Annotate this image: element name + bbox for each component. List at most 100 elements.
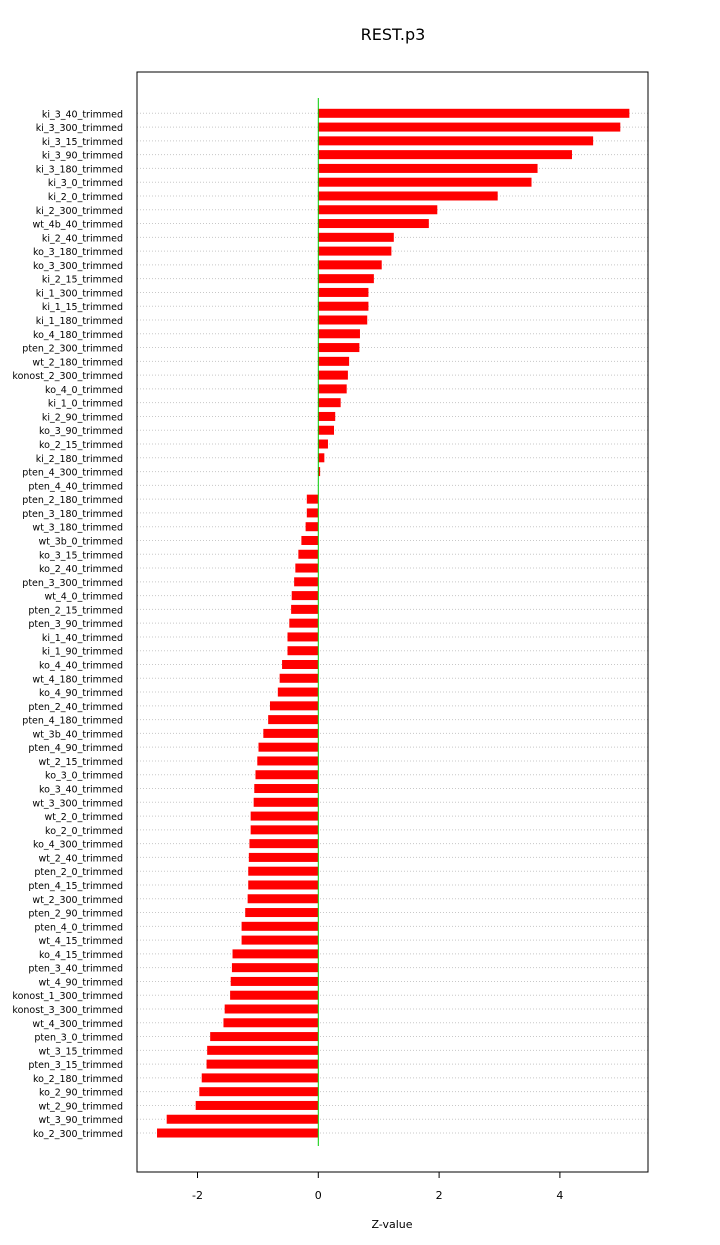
bar-wt_4_180_trimmed xyxy=(279,673,319,683)
category-label: ko_4_90_trimmed xyxy=(39,688,123,699)
category-label: ki_3_90_trimmed xyxy=(42,151,123,162)
bar-ki_3_90_trimmed xyxy=(318,150,572,160)
category-label: pten_4_180_trimmed xyxy=(22,716,123,727)
x-axis: -2 0 2 4 xyxy=(192,1172,563,1202)
category-label: ki_1_0_trimmed xyxy=(48,399,123,410)
category-label: ki_2_40_trimmed xyxy=(42,233,123,244)
category-label: pten_3_90_trimmed xyxy=(28,619,123,630)
category-label: ko_3_0_trimmed xyxy=(45,771,123,782)
category-label: pten_2_90_trimmed xyxy=(28,909,123,920)
category-label: wt_4_90_trimmed xyxy=(38,977,123,988)
bar-ko_2_15_trimmed xyxy=(318,439,328,449)
bar-ki_1_40_trimmed xyxy=(287,632,319,642)
bar-ki_3_180_trimmed xyxy=(318,163,538,173)
category-label: ko_2_300_trimmed xyxy=(33,1129,123,1140)
bar-ki_2_90_trimmed xyxy=(318,411,336,421)
category-label: pten_4_40_trimmed xyxy=(28,481,123,492)
category-label: ko_4_300_trimmed xyxy=(33,840,123,851)
bar-ko_2_40_trimmed xyxy=(295,563,319,573)
category-label: ki_2_300_trimmed xyxy=(36,206,123,217)
category-label: ki_3_300_trimmed xyxy=(36,123,123,134)
category-label: ki_2_0_trimmed xyxy=(48,192,123,203)
category-labels: ki_3_40_trimmed ki_3_300_trimmed ki_3_15_t… xyxy=(12,109,123,1140)
bar-ko_3_90_trimmed xyxy=(318,425,335,435)
category-label: ko_2_180_trimmed xyxy=(33,1074,123,1085)
bar-wt_3_300_trimmed xyxy=(253,797,319,807)
x-axis-label: Z-value xyxy=(371,1218,412,1231)
bar-ko_4_0_trimmed xyxy=(318,384,347,394)
bar-pten_4_300_trimmed xyxy=(318,467,321,477)
category-label: wt_2_180_trimmed xyxy=(32,357,123,368)
bar-ki_3_0_trimmed xyxy=(318,177,532,187)
bar-wt_2_180_trimmed xyxy=(318,356,350,366)
category-label: ko_3_15_trimmed xyxy=(39,550,123,561)
bar-ko_2_0_trimmed xyxy=(250,825,319,835)
category-label: ko_2_0_trimmed xyxy=(45,826,123,837)
category-label: wt_3_180_trimmed xyxy=(32,523,123,534)
bar-pten_3_40_trimmed xyxy=(231,963,319,973)
category-label: ki_1_15_trimmed xyxy=(42,302,123,313)
bar-ko_2_180_trimmed xyxy=(201,1073,319,1083)
category-label: pten_4_0_trimmed xyxy=(34,922,123,933)
category-label: pten_3_0_trimmed xyxy=(34,1033,123,1044)
category-label: pten_4_300_trimmed xyxy=(22,468,123,479)
bar-pten_2_180_trimmed xyxy=(306,494,319,504)
category-label: wt_2_90_trimmed xyxy=(38,1101,123,1112)
bar-ko_3_300_trimmed xyxy=(318,260,382,270)
category-label: ki_1_90_trimmed xyxy=(42,647,123,658)
bar-ko_2_300_trimmed xyxy=(157,1128,319,1138)
bar-pten_3_0_trimmed xyxy=(210,1032,319,1042)
bar-ko_4_15_trimmed xyxy=(232,949,319,959)
bar-ki_2_15_trimmed xyxy=(318,274,374,284)
bar-ki_3_40_trimmed xyxy=(318,108,630,118)
bar-ki_2_180_trimmed xyxy=(318,453,325,463)
category-label: ki_1_40_trimmed xyxy=(42,633,123,644)
plot-frame xyxy=(136,71,649,1173)
category-label: ki_2_15_trimmed xyxy=(42,275,123,286)
category-label: ko_4_40_trimmed xyxy=(39,661,123,672)
bar-wt_4_0_trimmed xyxy=(291,591,319,601)
category-label: wt_4b_40_trimmed xyxy=(32,220,123,231)
category-label: wt_4_300_trimmed xyxy=(32,1019,123,1030)
bar-ko_4_90_trimmed xyxy=(277,687,319,697)
bar-pten_4_15_trimmed xyxy=(248,880,319,890)
bar-pten_4_90_trimmed xyxy=(258,742,319,752)
bar-pten_4_180_trimmed xyxy=(268,715,319,725)
bar-ki_1_15_trimmed xyxy=(318,301,369,311)
category-label: pten_2_15_trimmed xyxy=(28,605,123,616)
category-label: wt_2_15_trimmed xyxy=(38,757,123,768)
bar-pten_4_0_trimmed xyxy=(241,921,319,931)
bar-ko_3_40_trimmed xyxy=(254,784,319,794)
category-label: ki_1_300_trimmed xyxy=(36,288,123,299)
category-label: ki_3_40_trimmed xyxy=(42,109,123,120)
bar-pten_2_40_trimmed xyxy=(269,701,319,711)
bar-pten_3_300_trimmed xyxy=(294,577,319,587)
category-label: ki_2_90_trimmed xyxy=(42,412,123,423)
bar-ki_1_180_trimmed xyxy=(318,315,368,325)
bar-pten_2_0_trimmed xyxy=(248,866,319,876)
x-tick-label: -2 xyxy=(192,1189,203,1202)
chart-title: REST.p3 xyxy=(361,25,426,44)
bar-ko_2_90_trimmed xyxy=(199,1087,319,1097)
category-label: pten_4_15_trimmed xyxy=(28,881,123,892)
bar-wt_3b_40_trimmed xyxy=(263,728,319,738)
bar-pten_3_15_trimmed xyxy=(206,1059,319,1069)
category-label: ko_2_40_trimmed xyxy=(39,564,123,575)
bar-ko_3_180_trimmed xyxy=(318,246,392,256)
category-label: ki_3_15_trimmed xyxy=(42,137,123,148)
category-label: pten_3_300_trimmed xyxy=(22,578,123,589)
category-label: ko_2_90_trimmed xyxy=(39,1088,123,1099)
category-label: ko_4_180_trimmed xyxy=(33,330,123,341)
category-label: ko_4_15_trimmed xyxy=(39,950,123,961)
category-label: ko_4_0_trimmed xyxy=(45,385,123,396)
category-label: pten_2_40_trimmed xyxy=(28,702,123,713)
category-label: wt_4_180_trimmed xyxy=(32,674,123,685)
bar-pten_3_180_trimmed xyxy=(306,508,319,518)
bar-wt_2_300_trimmed xyxy=(247,894,319,904)
bar-wt_3_15_trimmed xyxy=(207,1045,319,1055)
bar-wt_3_180_trimmed xyxy=(305,522,319,532)
bar-ko_4_40_trimmed xyxy=(282,660,319,669)
category-label: wt_3_15_trimmed xyxy=(38,1046,123,1057)
bar-ko_3_0_trimmed xyxy=(255,770,319,780)
